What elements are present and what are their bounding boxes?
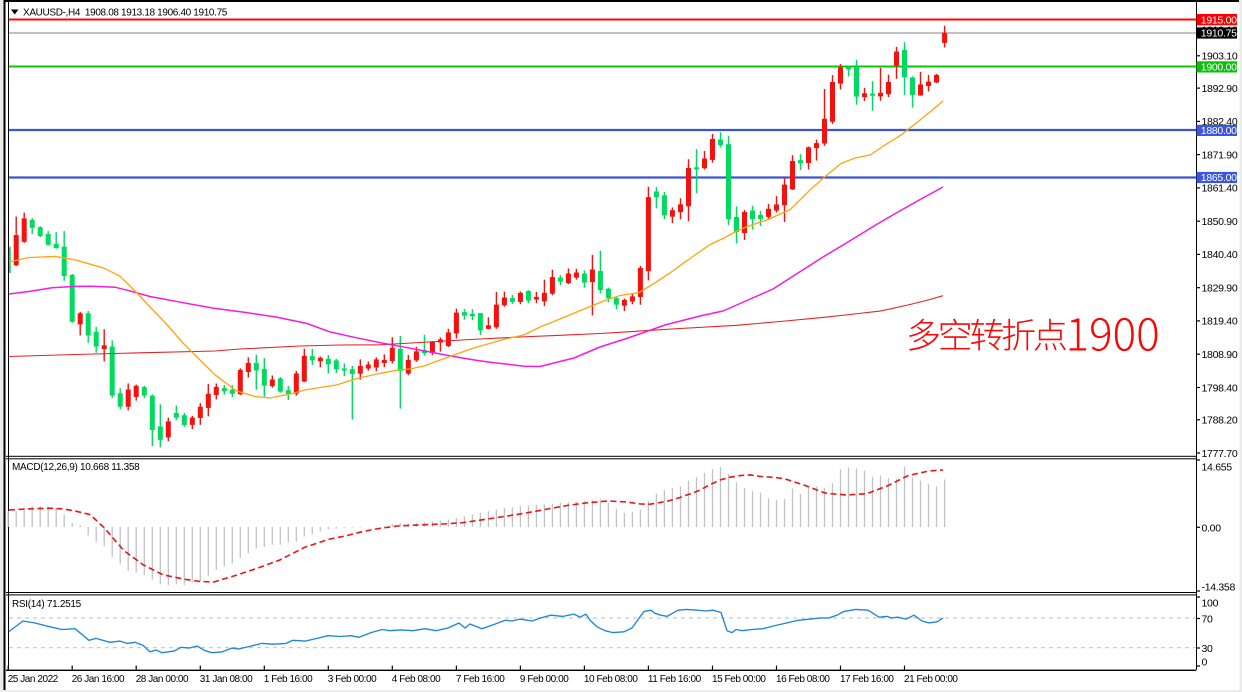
svg-text:1840.40: 1840.40 [1202,249,1238,261]
svg-text:MACD(12,26,9) 10.668 11.358: MACD(12,26,9) 10.668 11.358 [12,462,140,473]
svg-text:1 Feb 16:00: 1 Feb 16:00 [264,674,313,685]
svg-text:1788.20: 1788.20 [1202,415,1238,427]
svg-text:1861.40: 1861.40 [1202,183,1238,195]
svg-text:15 Feb 00:00: 15 Feb 00:00 [712,674,766,685]
svg-text:1910.75: 1910.75 [1201,28,1237,40]
svg-text:17 Feb 16:00: 17 Feb 16:00 [840,674,894,685]
svg-text:14.655: 14.655 [1202,461,1233,473]
svg-text:1900.00: 1900.00 [1201,62,1237,74]
svg-text:21 Feb 00:00: 21 Feb 00:00 [904,674,958,685]
svg-text:1850.90: 1850.90 [1202,216,1238,228]
svg-text:1915.00: 1915.00 [1201,14,1237,26]
svg-text:1903.10: 1903.10 [1202,51,1238,63]
svg-text:70: 70 [1202,614,1214,626]
svg-text:-14.358: -14.358 [1202,581,1236,593]
svg-text:25 Jan 2022: 25 Jan 2022 [8,674,59,685]
svg-text:100: 100 [1202,598,1219,610]
svg-text:0.00: 0.00 [1202,522,1222,534]
svg-text:28 Jan 00:00: 28 Jan 00:00 [136,674,189,685]
svg-text:10 Feb 08:00: 10 Feb 08:00 [584,674,638,685]
svg-text:4 Feb 08:00: 4 Feb 08:00 [392,674,441,685]
svg-text:7 Feb 16:00: 7 Feb 16:00 [456,674,505,685]
svg-text:1880.00: 1880.00 [1201,125,1237,137]
svg-text:1871.90: 1871.90 [1202,149,1238,161]
svg-text:9 Feb 00:00: 9 Feb 00:00 [520,674,569,685]
svg-text:11 Feb 16:00: 11 Feb 16:00 [648,674,702,685]
svg-text:26 Jan 16:00: 26 Jan 16:00 [72,674,125,685]
svg-text:1829.90: 1829.90 [1202,283,1238,295]
svg-text:1865.00: 1865.00 [1201,172,1237,184]
svg-text:16 Feb 08:00: 16 Feb 08:00 [776,674,830,685]
svg-text:XAUUSD-,H4 1908.08 1913.18 19: XAUUSD-,H4 1908.08 1913.18 1906.40 1910.… [23,8,228,19]
svg-text:0: 0 [1202,657,1208,669]
svg-text:1808.90: 1808.90 [1202,349,1238,361]
svg-text:1892.90: 1892.90 [1202,83,1238,95]
svg-text:31 Jan 08:00: 31 Jan 08:00 [200,674,253,685]
svg-text:1777.70: 1777.70 [1202,448,1238,460]
svg-text:1819.40: 1819.40 [1202,316,1238,328]
svg-text:1798.40: 1798.40 [1202,382,1238,394]
svg-text:3 Feb 00:00: 3 Feb 00:00 [328,674,377,685]
svg-text:30: 30 [1202,643,1214,655]
svg-text:RSI(14) 71.2515: RSI(14) 71.2515 [12,599,82,610]
